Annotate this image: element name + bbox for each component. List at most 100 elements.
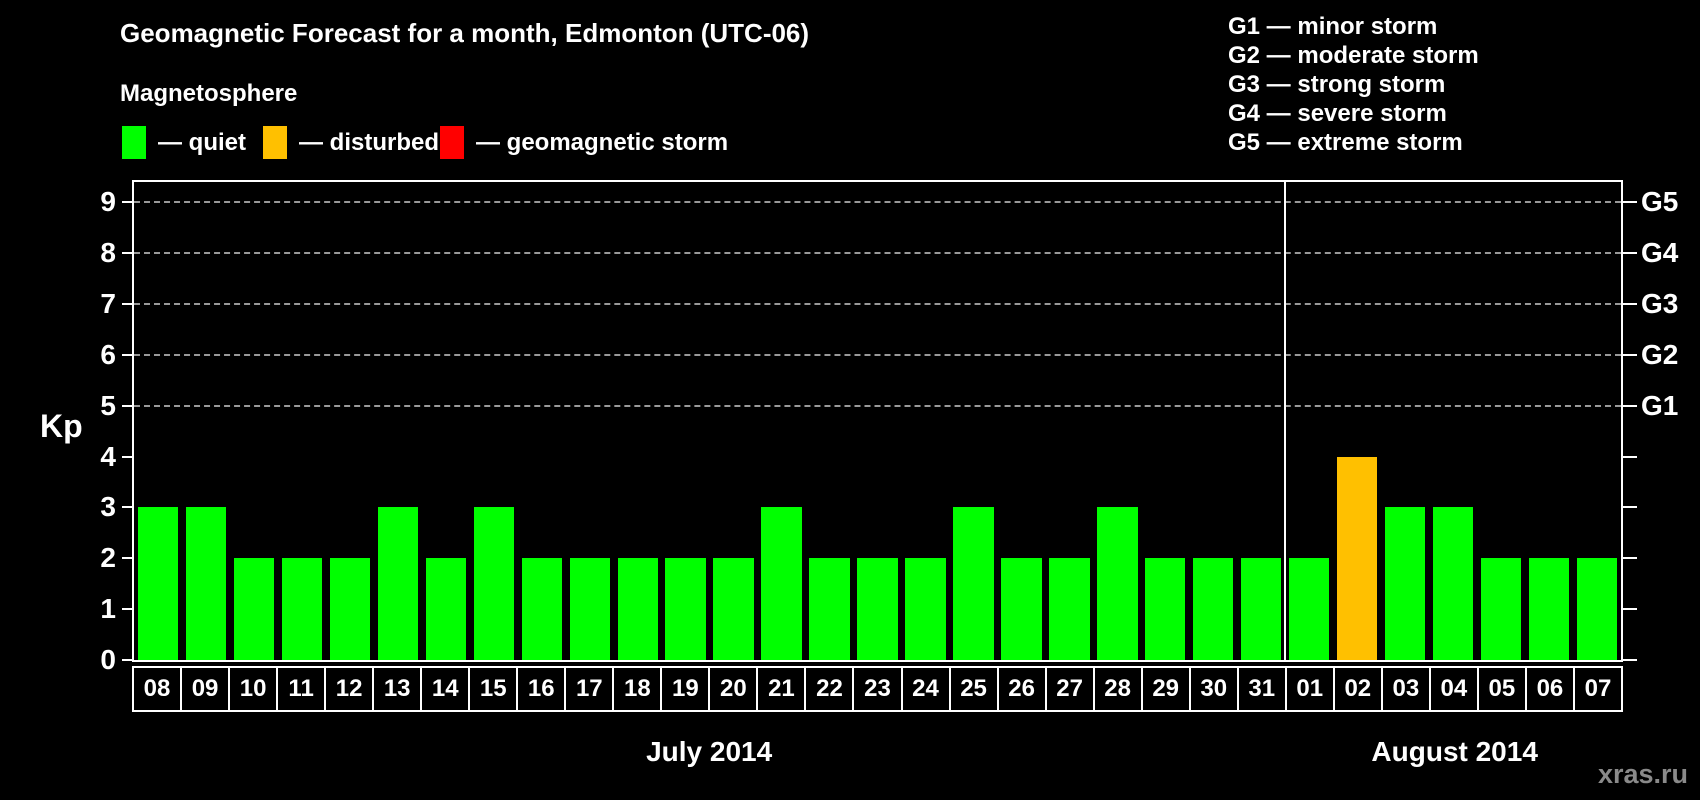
kp-bar-day-25 — [953, 507, 994, 660]
g-scale-label-G2: G2 — [1641, 338, 1679, 370]
left-tick-kp4 — [122, 455, 132, 458]
date-cell: 31 — [1236, 666, 1287, 712]
left-tick-kp0 — [122, 659, 132, 661]
page-title: Geomagnetic Forecast for a month, Edmont… — [120, 18, 810, 48]
gridline-kp6 — [134, 353, 1621, 356]
date-cell: 16 — [516, 666, 567, 712]
date-cell: 24 — [900, 666, 951, 712]
gridline-kp9 — [134, 201, 1621, 204]
gridline-kp5 — [134, 404, 1621, 407]
kp-bar-day-11 — [281, 558, 323, 660]
kp-bar-day-12 — [329, 558, 371, 660]
kp-bar-day-28 — [1097, 507, 1138, 660]
right-tick-kp5 — [1623, 404, 1637, 407]
kp-bar-day-05 — [1480, 558, 1522, 660]
plot-area: 0 1 2 3 4 5 6 7 8 9 G1 G2 G3 G4 G5 — [100, 180, 1678, 675]
month-label: August 2014 — [1371, 736, 1538, 767]
bar-slot-13 — [374, 182, 422, 660]
y-tick-label-4: 4 — [100, 440, 116, 472]
bar-slot-29 — [1141, 182, 1189, 660]
kp-bar-day-02 — [1337, 456, 1378, 660]
g-scale-label-G5: G5 — [1641, 186, 1679, 218]
right-tick-kp7 — [1623, 303, 1637, 306]
kp-bar-day-03 — [1385, 507, 1426, 660]
y-axis-title: Kp — [40, 408, 83, 444]
y-tick-label-9: 9 — [100, 186, 116, 218]
date-cell: 21 — [756, 666, 807, 712]
y-tick-label-8: 8 — [100, 237, 116, 269]
kp-bar-day-19 — [665, 558, 706, 660]
bar-slot-07 — [1573, 182, 1621, 660]
storm-scale-line-5: G5 — extreme storm — [1228, 129, 1463, 156]
kp-bar-day-23 — [857, 558, 898, 660]
kp-bar-day-06 — [1528, 558, 1570, 660]
bar-slot-05 — [1477, 182, 1525, 660]
kp-bar-day-29 — [1145, 558, 1186, 660]
date-cell: 01 — [1284, 666, 1335, 712]
kp-bar-day-30 — [1193, 558, 1234, 660]
month-boundary-line — [1284, 182, 1287, 660]
disturbed-swatch-icon — [263, 126, 287, 159]
date-cell: 15 — [468, 666, 519, 712]
gridline-kp7 — [134, 303, 1621, 306]
legend-label: — disturbed — [299, 128, 440, 156]
right-tick-kp0 — [1623, 659, 1637, 661]
left-tick-kp8 — [122, 252, 132, 255]
y-tick-label-6: 6 — [100, 338, 116, 370]
kp-bar-day-01 — [1289, 558, 1330, 660]
kp-bar-day-26 — [1001, 558, 1042, 660]
kp-bar-day-10 — [233, 558, 275, 660]
date-cell: 19 — [660, 666, 711, 712]
bar-slot-18 — [614, 182, 662, 660]
bar-slot-17 — [566, 182, 614, 660]
bar-slot-28 — [1093, 182, 1141, 660]
y-tick-label-7: 7 — [100, 288, 116, 320]
date-cell: 28 — [1092, 666, 1143, 712]
y-tick-label-1: 1 — [100, 593, 116, 625]
y-tick-label-5: 5 — [100, 389, 116, 421]
kp-bar-day-14 — [425, 558, 466, 660]
right-tick-kp1 — [1623, 608, 1637, 611]
left-tick-kp1 — [122, 608, 132, 611]
bar-slot-15 — [470, 182, 518, 660]
bar-slot-20 — [710, 182, 758, 660]
kp-bar-day-24 — [905, 558, 946, 660]
date-cell: 06 — [1524, 666, 1575, 712]
bar-slot-31 — [1237, 182, 1285, 660]
date-cell: 10 — [228, 666, 279, 712]
date-cell: 05 — [1476, 666, 1527, 712]
date-cell: 07 — [1572, 666, 1623, 712]
kp-bar-day-22 — [809, 558, 850, 660]
bar-slot-25 — [949, 182, 997, 660]
date-cell: 17 — [564, 666, 615, 712]
date-cell: 13 — [372, 666, 423, 712]
bar-slot-21 — [758, 182, 806, 660]
bars-container — [134, 182, 1621, 660]
date-cell: 08 — [132, 666, 183, 712]
kp-bar-day-31 — [1241, 558, 1282, 660]
legend-item-storm: — geomagnetic storm — [440, 126, 728, 159]
status-legend: — quiet — disturbed — geomagnetic storm — [0, 126, 1700, 166]
watermark: xras.ru — [1597, 759, 1688, 789]
kp-bar-day-21 — [761, 507, 802, 660]
y-tick-label-0: 0 — [100, 644, 116, 675]
date-cell: 18 — [612, 666, 663, 712]
kp-bar-day-20 — [713, 558, 754, 660]
date-cell: 14 — [420, 666, 471, 712]
kp-bar-day-09 — [185, 507, 227, 660]
bar-slot-23 — [854, 182, 902, 660]
right-tick-kp6 — [1623, 353, 1637, 356]
kp-bar-day-17 — [569, 558, 610, 660]
magnetosphere-label: Magnetosphere — [120, 80, 298, 107]
bar-slot-11 — [278, 182, 326, 660]
right-tick-kp4 — [1623, 455, 1637, 458]
date-cell: 22 — [804, 666, 855, 712]
date-cell: 25 — [948, 666, 999, 712]
date-cell: 04 — [1428, 666, 1479, 712]
right-tick-kp2 — [1623, 557, 1637, 560]
date-cell: 02 — [1332, 666, 1383, 712]
y-tick-label-2: 2 — [100, 542, 116, 574]
right-tick-kp3 — [1623, 506, 1637, 509]
kp-bar-day-08 — [137, 507, 179, 660]
